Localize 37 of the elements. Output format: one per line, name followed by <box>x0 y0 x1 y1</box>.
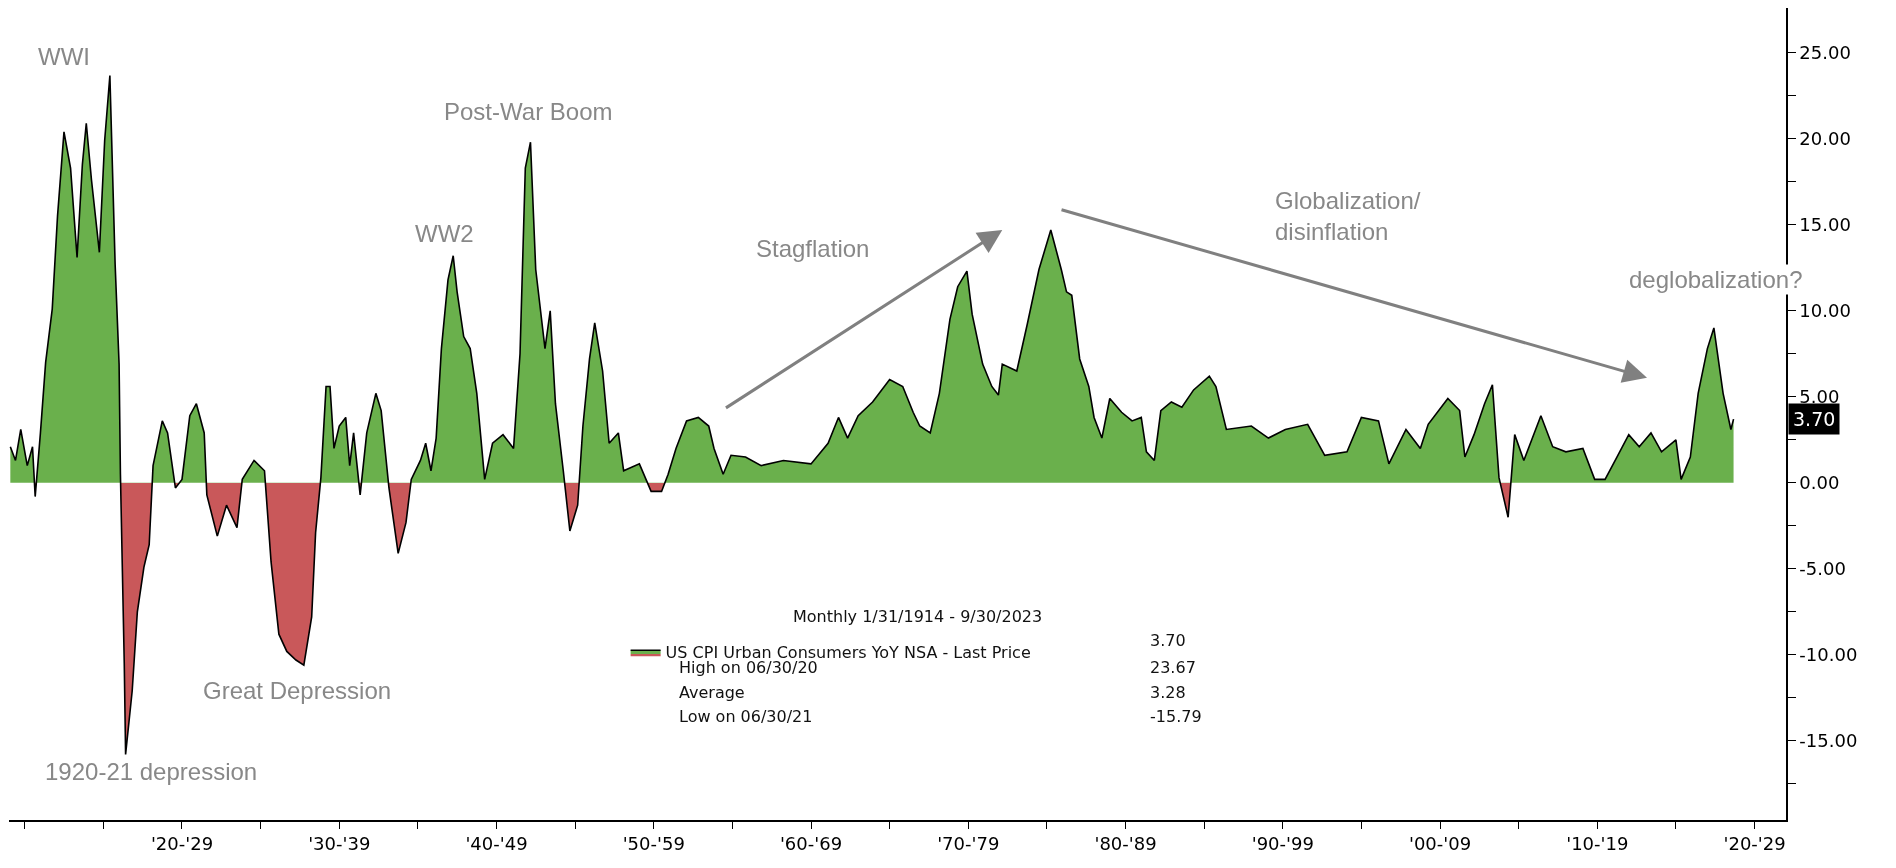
x-tick-label: '40-'49 <box>465 833 528 855</box>
annotation: WW2 <box>415 220 474 247</box>
annotation: High on 06/30/20 <box>679 658 818 677</box>
annotation: 3.28 <box>1150 683 1186 702</box>
x-tick-label: '70-'79 <box>937 833 1000 855</box>
legend-title: Monthly 1/31/1914 - 9/30/2023 <box>793 607 1043 626</box>
x-tick-label: '80-'89 <box>1094 833 1157 855</box>
y-tick-label: 10.00 <box>1799 300 1851 322</box>
text: 3.70 <box>1793 408 1836 430</box>
y-tick-label: 5.00 <box>1799 386 1840 408</box>
annotation: Great Depression <box>203 677 392 704</box>
y-tick-label: 20.00 <box>1799 128 1851 150</box>
annotation: deglobalization? <box>1629 266 1803 293</box>
x-tick-label: '60-'69 <box>779 833 843 855</box>
y-tick-label: -10.00 <box>1799 644 1858 666</box>
annotation: Globalization/ disinflation <box>1275 187 1421 246</box>
annotation: Stagflation <box>756 235 870 262</box>
annotation: 23.67 <box>1150 658 1196 677</box>
annotation: Average <box>679 683 745 702</box>
x-tick-label: '00-'09 <box>1408 833 1472 855</box>
x-tick-label: '50-'59 <box>622 833 685 855</box>
annotation: -15.79 <box>1150 707 1202 726</box>
y-tick-label: -5.00 <box>1799 558 1846 580</box>
annotation: 3.70 <box>1150 631 1186 650</box>
y-tick-label: -15.00 <box>1799 730 1858 752</box>
x-tick-label: '90-'99 <box>1251 833 1314 855</box>
y-tick-label: 0.00 <box>1799 472 1840 494</box>
y-tick-label: 15.00 <box>1799 214 1851 236</box>
annotation: Low on 06/30/21 <box>679 707 813 726</box>
annotation: Post-War Boom <box>444 98 613 125</box>
annotation: 1920-21 depression <box>45 758 258 785</box>
x-tick-label: '30-'39 <box>308 833 371 855</box>
x-tick-label: '20-'29 <box>150 833 214 855</box>
x-tick-label: '10-'19 <box>1566 833 1629 855</box>
annotation: WWI <box>38 43 90 70</box>
y-tick-label: 25.00 <box>1799 42 1851 64</box>
x-tick-label: '20-'29 <box>1723 833 1786 855</box>
